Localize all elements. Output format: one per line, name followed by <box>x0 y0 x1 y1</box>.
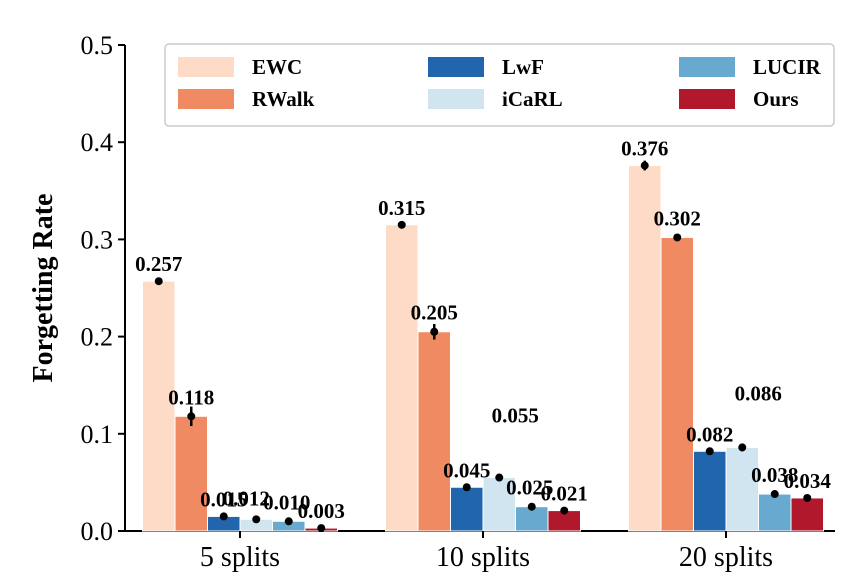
error-bars-layer <box>154 160 812 533</box>
legend-frame <box>164 43 835 127</box>
error-point-icarl-1 <box>252 515 261 524</box>
error-point-rwalk-1 <box>187 412 196 421</box>
error-point-ours-1 <box>317 524 326 533</box>
legend-swatch-lucir <box>679 57 735 77</box>
value-label-rwalk-1: 0.118 <box>168 385 214 409</box>
bar-rwalk-3 <box>660 236 694 532</box>
bar-ewc-2 <box>385 224 419 532</box>
bar-ours-3 <box>790 497 824 532</box>
legend-swatch-ewc <box>178 57 234 77</box>
value-label-ewc-2: 0.315 <box>378 196 425 220</box>
value-labels-layer: 0.257 0.315 0.376 0.118 0.205 0.302 0.015 0.045… <box>135 137 831 524</box>
legend-swatch-ours <box>679 89 735 109</box>
ticks-layer: 0.0 0.1 0.2 0.3 0.4 0.5 5 splits 10 splits 20 sp… <box>81 31 774 573</box>
value-label-lucir-1: 0.010 <box>263 490 310 514</box>
error-point-lucir-3 <box>770 490 779 499</box>
value-label-lwf-1: 0.015 <box>200 487 247 511</box>
value-label-ours-1: 0.003 <box>298 499 345 523</box>
bar-icarl-3 <box>725 446 759 532</box>
legend-label-lucir: LUCIR <box>753 55 822 79</box>
error-point-ours-2 <box>560 506 569 515</box>
x-tick-label-2: 20 splits <box>679 542 773 573</box>
value-label-lwf-3: 0.082 <box>686 422 733 446</box>
error-point-rwalk-2 <box>430 327 439 336</box>
value-label-rwalk-2: 0.205 <box>411 301 458 325</box>
error-point-ewc-2 <box>397 220 406 229</box>
legend-swatch-rwalk <box>178 89 234 109</box>
error-point-lucir-1 <box>284 517 293 526</box>
error-point-lwf-1 <box>219 512 228 521</box>
legend: EWC RWalk LwF iCaRL LUCIR Ours <box>178 55 822 111</box>
bar-lucir-3 <box>758 493 792 532</box>
error-point-ours-3 <box>803 493 812 502</box>
error-point-lwf-2 <box>462 483 471 492</box>
bar-lwf-3 <box>693 450 727 532</box>
y-tick-label-5: 0.5 <box>81 31 114 60</box>
error-point-ewc-1 <box>154 277 163 286</box>
value-label-icarl-1: 0.012 <box>223 486 270 510</box>
y-tick-label-2: 0.2 <box>81 323 114 352</box>
bar-rwalk-2 <box>417 331 451 532</box>
y-tick-label-1: 0.1 <box>81 420 114 449</box>
value-label-lwf-2: 0.045 <box>443 458 490 482</box>
value-label-icarl-3: 0.086 <box>735 381 782 405</box>
error-point-lwf-3 <box>705 447 714 456</box>
error-point-lucir-2 <box>527 502 536 511</box>
y-axis-label: Forgetting Rate <box>28 194 59 383</box>
value-label-ours-2: 0.021 <box>541 482 588 506</box>
legend-swatch-lwf <box>428 57 484 77</box>
error-point-rwalk-3 <box>673 233 682 242</box>
legend-label-lwf: LwF <box>502 55 544 79</box>
y-tick-label-0: 0.0 <box>81 517 114 546</box>
error-point-ewc-3 <box>640 161 649 170</box>
legend-frame-layer <box>164 43 835 127</box>
error-point-icarl-3 <box>738 443 747 452</box>
value-label-lucir-3: 0.038 <box>751 463 798 487</box>
y-tick-label-3: 0.3 <box>81 225 114 254</box>
value-label-lucir-2: 0.025 <box>506 476 553 500</box>
bars-layer <box>142 165 824 532</box>
bar-ewc-1 <box>142 280 176 532</box>
value-label-icarl-2: 0.055 <box>492 404 539 428</box>
legend-label-icarl: iCaRL <box>502 87 563 111</box>
x-tick-label-1: 10 splits <box>436 542 530 573</box>
bar-rwalk-1 <box>174 415 208 532</box>
value-label-ewc-3: 0.376 <box>621 137 668 161</box>
legend-label-ours: Ours <box>753 87 799 111</box>
value-label-rwalk-3: 0.302 <box>654 206 701 230</box>
y-tick-label-4: 0.4 <box>81 128 114 157</box>
error-point-icarl-2 <box>495 473 504 482</box>
bar-icarl-2 <box>482 477 516 532</box>
bar-lwf-2 <box>450 486 484 532</box>
value-label-ewc-1: 0.257 <box>135 252 182 276</box>
x-tick-label-0: 5 splits <box>200 542 280 573</box>
legend-swatch-icarl <box>428 89 484 109</box>
legend-label-rwalk: RWalk <box>252 87 315 111</box>
value-label-ours-3: 0.034 <box>784 469 832 493</box>
legend-label-ewc: EWC <box>252 55 302 79</box>
